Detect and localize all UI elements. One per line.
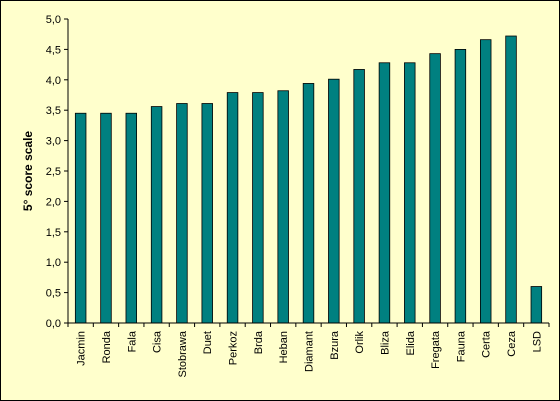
bar-brda	[252, 92, 264, 324]
x-tick-label: Bliza	[379, 330, 391, 355]
y-tick-label: 2,5	[46, 166, 61, 178]
y-axis-ticks: 0,0 0,5 1,0 1,5 2,0 2,5 3,0 3,5 4,0 4,5 5,0	[46, 14, 68, 330]
bar-duet	[201, 103, 213, 324]
x-tick-label: Ceza	[506, 330, 518, 357]
bars-group	[74, 35, 543, 324]
x-tick-label: Cisa	[152, 330, 164, 353]
bar-heban	[277, 90, 289, 324]
bar-elida	[404, 62, 416, 324]
bar-certa	[479, 39, 492, 324]
bar-ceza	[505, 35, 517, 324]
x-axis-labels: Jacmin Ronda Fala Cisa Stobrawa Duet Perkoz Brd…	[67, 323, 550, 377]
x-tick-label: Stobrawa	[177, 330, 189, 377]
x-tick-label: Elida	[405, 330, 417, 355]
x-tick-label: Diamant	[304, 331, 316, 372]
bar-perkoz	[226, 92, 239, 324]
y-tick-label: 1,0	[46, 257, 61, 269]
bar-fauna	[454, 49, 467, 324]
y-tick-label: 5,0	[46, 14, 61, 26]
y-tick-label: 4,0	[46, 75, 61, 87]
bar-stobrawa	[176, 103, 188, 324]
y-tick-label: 2,0	[46, 196, 61, 208]
bar-ronda	[100, 112, 112, 324]
bar-bliza	[378, 62, 391, 324]
y-tick-label: 3,5	[46, 105, 61, 117]
y-tick-label: 1,5	[46, 227, 61, 239]
x-tick-label: Bzura	[329, 330, 341, 360]
x-tick-label: Jacmin	[76, 331, 88, 366]
y-tick-label: 4,5	[46, 44, 61, 56]
y-axis-title: 5° score scale	[21, 131, 35, 212]
bar-bzura	[328, 78, 340, 324]
bar-cisa	[150, 106, 163, 324]
bar-fregata	[429, 53, 441, 324]
x-tick-label: Duet	[202, 331, 214, 354]
bar-lsd	[530, 286, 543, 324]
y-tick-label: 3,0	[46, 136, 61, 148]
bar-fala	[125, 112, 138, 324]
y-tick-label: 0,0	[46, 318, 61, 330]
x-tick-label: Fregata	[430, 330, 442, 369]
x-tick-label: Orlik	[354, 331, 366, 354]
x-tick-label: Fala	[126, 330, 138, 352]
x-tick-label: Fauna	[455, 330, 467, 362]
x-tick-label: Heban	[278, 331, 290, 363]
x-tick-label: LSD	[531, 331, 543, 352]
y-tick-label: 0,5	[46, 288, 61, 300]
x-tick-label: Brda	[253, 330, 265, 354]
x-tick-label: Ronda	[101, 330, 113, 363]
bar-diamant	[302, 83, 315, 324]
x-tick-label: Perkoz	[228, 331, 240, 365]
bar-jacmin	[74, 112, 87, 324]
x-tick-label: Certa	[481, 330, 493, 358]
bar-orlik	[353, 69, 365, 324]
